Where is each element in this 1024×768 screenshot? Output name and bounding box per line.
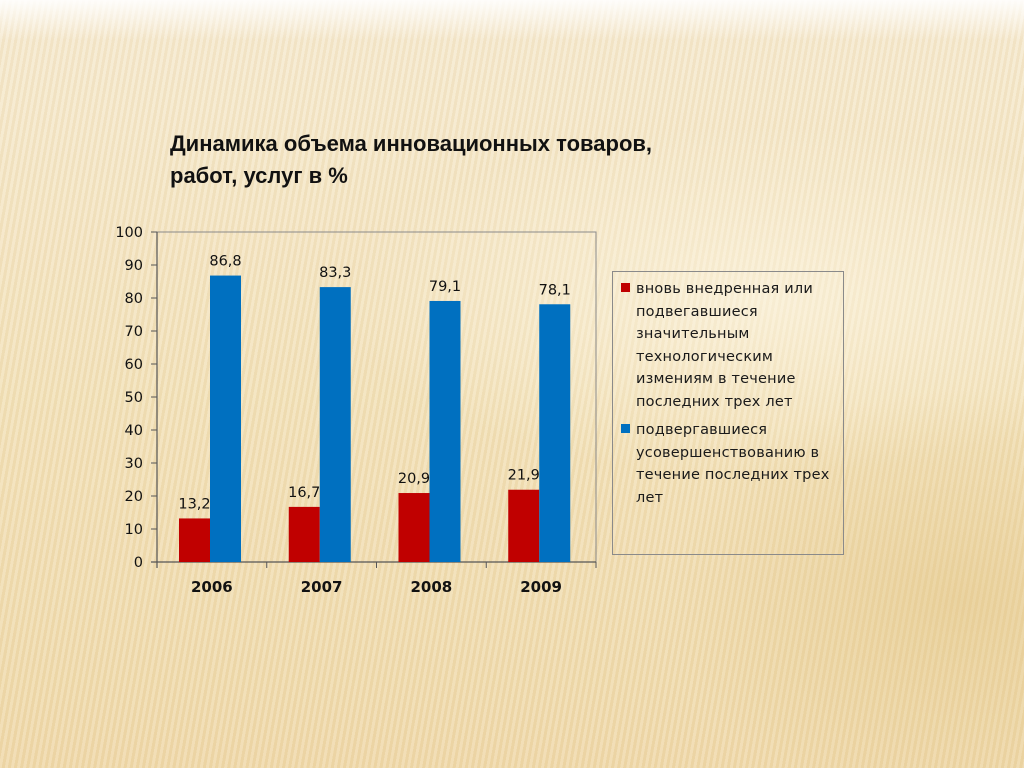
y-tick-label: 60 — [125, 357, 143, 373]
data-label-series-1-2006: 13,2 — [178, 496, 210, 512]
y-tick-label: 100 — [115, 225, 143, 241]
y-tick-label: 70 — [125, 324, 143, 340]
chart-legend: вновь внедренная или подвегавшиеся значи… — [612, 271, 844, 555]
bar-series-2-2009 — [539, 304, 571, 562]
data-label-series-2-2008: 79,1 — [429, 279, 461, 295]
y-tick-label: 90 — [125, 258, 143, 274]
data-label-series-1-2008: 20,9 — [398, 471, 430, 487]
legend-swatch-red — [621, 283, 630, 292]
data-label-series-1-2007: 16,7 — [288, 485, 320, 501]
x-tick-label: 2008 — [411, 578, 453, 596]
x-tick-label: 2007 — [301, 578, 343, 596]
chart-bars — [179, 275, 571, 562]
y-tick-label: 30 — [125, 456, 143, 472]
y-tick-label: 50 — [125, 390, 143, 406]
x-tick-label: 2009 — [520, 578, 562, 596]
data-label-series-2-2006: 86,8 — [209, 254, 241, 270]
bar-series-2-2008 — [429, 300, 461, 562]
legend-item-series-2: подвергавшиеся усовершенствованию в тече… — [621, 419, 837, 509]
y-tick-label: 80 — [125, 291, 143, 307]
chart-title: Динамика объема инновационных товаров, р… — [170, 128, 730, 192]
legend-label-series-2: подвергавшиеся усовершенствованию в тече… — [636, 422, 830, 506]
y-tick-label: 10 — [125, 522, 143, 538]
x-tick-label: 2006 — [191, 578, 233, 596]
bar-series-1-2007 — [288, 506, 320, 562]
legend-swatch-blue — [621, 424, 630, 433]
slide-top-band — [0, 0, 1024, 40]
bar-series-1-2006 — [179, 518, 210, 562]
data-label-series-1-2009: 21,9 — [508, 468, 540, 484]
chart-data-labels: 13,2 16,7 20,9 21,9 86,8 83,3 79,1 78,1 — [178, 254, 571, 513]
legend-item-series-1: вновь внедренная или подвегавшиеся значи… — [621, 278, 837, 413]
data-label-series-2-2009: 78,1 — [539, 282, 571, 298]
bar-series-1-2009 — [508, 489, 540, 562]
bar-series-1-2008 — [398, 493, 430, 562]
y-tick-label: 40 — [125, 423, 143, 439]
chart-title-line-1: Динамика объема инновационных товаров, — [170, 131, 653, 156]
data-label-series-2-2007: 83,3 — [319, 265, 351, 281]
chart-axes: 0 10 20 30 40 50 60 70 80 90 100 2006 2007 2008 2009 — [115, 225, 597, 596]
bar-series-2-2006 — [210, 275, 241, 562]
legend-label-series-1: вновь внедренная или подвегавшиеся значи… — [636, 281, 813, 410]
bar-series-2-2007 — [319, 287, 351, 562]
y-tick-label: 20 — [125, 489, 143, 505]
chart-title-line-2: работ, услуг в % — [170, 163, 348, 188]
y-tick-label: 0 — [134, 555, 143, 571]
